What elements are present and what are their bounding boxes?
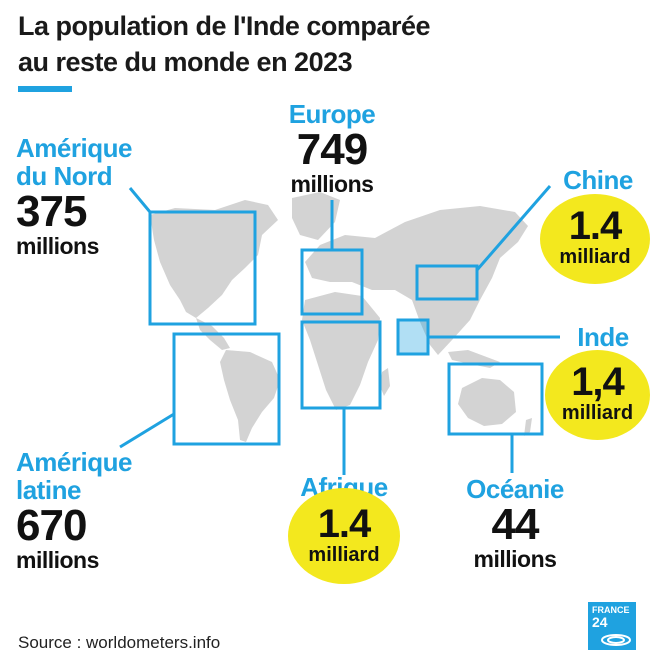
north-america-connector <box>128 187 152 213</box>
latin-america-name-line2: latine <box>16 475 81 505</box>
north-america-label: Amérique du Nord 375 millions <box>16 134 132 258</box>
south-america-shape <box>220 350 280 442</box>
new-zealand-shape <box>524 418 532 436</box>
china-name: Chine <box>563 165 633 195</box>
india-value-circle: 1,4 milliard <box>545 350 650 440</box>
africa-value-circle: 1.4 milliard <box>288 488 400 584</box>
title-accent-bar <box>18 86 72 92</box>
europe-value: 749 <box>296 125 368 174</box>
latin-america-name-line1: Amérique <box>16 447 132 477</box>
europe-name: Europe <box>288 99 376 129</box>
north-america-name-line2: du Nord <box>16 161 113 191</box>
title-line-2: au reste du monde en 2023 <box>18 47 353 77</box>
europe-unit: millions <box>290 171 374 197</box>
china-unit: milliard <box>559 246 631 268</box>
china-value: 1.4 <box>568 204 623 248</box>
india-name: Inde <box>577 322 629 352</box>
africa-shape <box>302 292 380 410</box>
australia-shape <box>458 378 516 426</box>
oceania-box <box>447 362 544 436</box>
oceania-unit: millions <box>473 546 557 572</box>
latin-america-value: 670 <box>16 501 87 550</box>
africa-unit: milliard <box>308 544 380 566</box>
latin-america-connector <box>119 412 175 449</box>
page-title: La population de l'Inde comparée au rest… <box>18 8 618 80</box>
north-america-unit: millions <box>16 233 99 259</box>
oceania-value: 44 <box>491 500 540 549</box>
latin-america-box <box>172 332 281 446</box>
continents <box>150 192 532 442</box>
france24-logo: FRANCE 24 <box>588 602 636 650</box>
china-value-circle: 1.4 milliard <box>540 194 650 284</box>
oceania-name: Océanie <box>466 474 564 504</box>
india-unit: milliard <box>561 402 634 424</box>
europe-label: Europe 749 millions <box>262 100 402 196</box>
north-america-value: 375 <box>16 187 87 236</box>
logo-wave-icon <box>601 634 631 646</box>
north-america-box <box>148 210 257 326</box>
greenland-shape <box>292 192 340 240</box>
china-connector <box>475 185 552 271</box>
latin-america-unit: millions <box>16 547 99 573</box>
oceania-label: Océanie 44 millions <box>440 475 590 571</box>
china-box <box>415 264 479 301</box>
india-value: 1,4 <box>571 360 625 404</box>
title-line-1: La population de l'Inde comparée <box>18 11 430 41</box>
africa-value: 1.4 <box>317 502 372 546</box>
north-america-shape <box>150 200 278 318</box>
source-note: Source : worldometers.info <box>18 633 221 652</box>
india-label: Inde <box>558 323 648 351</box>
africa-box <box>300 320 382 410</box>
logo-text-line2: 24 <box>592 614 608 630</box>
madagascar-shape <box>380 368 390 396</box>
china-label: Chine <box>548 166 648 194</box>
logo-text-line1: FRANCE <box>592 605 630 615</box>
india-highlight-box <box>396 318 430 356</box>
latin-america-label: Amérique latine 670 millions <box>16 448 132 572</box>
north-america-name-line1: Amérique <box>16 133 132 163</box>
